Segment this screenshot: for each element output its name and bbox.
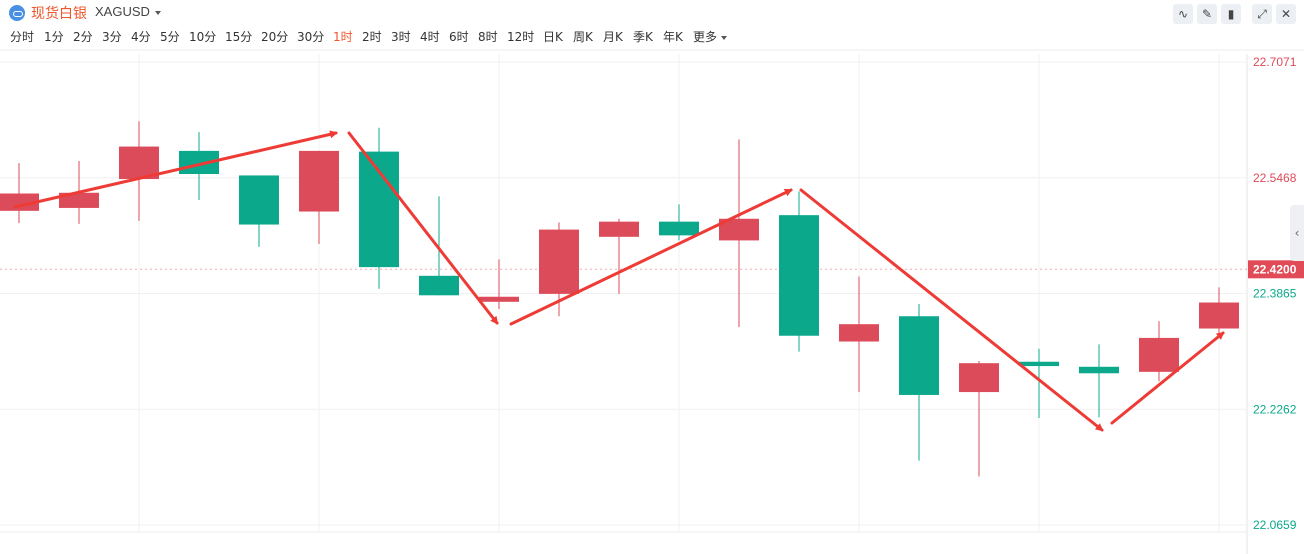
y-tick-label: 22.2262	[1253, 402, 1297, 416]
period-月K[interactable]: 月K	[603, 30, 623, 44]
line-tool-icon[interactable]: ∿	[1173, 4, 1193, 24]
period-季K[interactable]: 季K	[633, 30, 653, 44]
candle-down	[899, 316, 939, 395]
period-30分[interactable]: 30分	[297, 30, 325, 44]
instrument-name[interactable]: 现货白银	[31, 6, 87, 22]
y-tick-label: 22.7071	[1253, 55, 1297, 69]
candle-down	[239, 175, 279, 225]
candle-up	[599, 221, 639, 237]
period-4分[interactable]: 4分	[131, 30, 151, 44]
silver-logo-icon	[9, 5, 25, 21]
candle-up	[479, 296, 519, 302]
candle-down	[659, 221, 699, 236]
draw-tool-icon[interactable]: ✎	[1197, 4, 1217, 24]
trend-arrow-down	[799, 188, 1104, 432]
candle-up	[539, 229, 579, 294]
trend-arrow-up	[509, 188, 793, 326]
period-10分[interactable]: 10分	[189, 30, 217, 44]
candle-up	[1199, 302, 1239, 329]
current-price-label: 22.4200	[1253, 262, 1297, 276]
period-更多[interactable]: 更多	[693, 30, 718, 44]
y-tick-label: 22.3865	[1253, 287, 1297, 301]
current-price-badge	[1248, 260, 1304, 279]
trend-arrow-up	[13, 130, 338, 209]
instrument-symbol[interactable]: XAGUSD	[95, 4, 150, 19]
period-3分[interactable]: 3分	[102, 30, 122, 44]
period-分时[interactable]: 分时	[10, 30, 35, 44]
period-周K[interactable]: 周K	[573, 30, 593, 44]
candle-down	[359, 151, 399, 268]
period-1时[interactable]: 1时	[333, 30, 353, 44]
period-日K[interactable]: 日K	[543, 30, 563, 44]
candle-type-icon[interactable]: ▮	[1221, 4, 1241, 24]
candle-down	[1079, 366, 1119, 374]
period-年K[interactable]: 年K	[663, 30, 683, 44]
candle-up	[119, 146, 159, 180]
period-15分[interactable]: 15分	[225, 30, 253, 44]
chevron-down-icon[interactable]	[155, 11, 161, 15]
candle-down	[419, 275, 459, 296]
period-2时[interactable]: 2时	[362, 30, 382, 44]
expand-icon[interactable]: ⤢	[1252, 4, 1272, 24]
candle-up	[839, 324, 879, 342]
trend-arrow-down	[347, 131, 499, 325]
collapse-panel-icon[interactable]: ‹	[1290, 205, 1304, 261]
close-icon[interactable]: ✕	[1276, 4, 1296, 24]
candle-up	[719, 218, 759, 241]
candle-up	[959, 363, 999, 393]
candle-up	[59, 192, 99, 208]
more-chevron-down-icon[interactable]	[721, 36, 727, 40]
chart-header: 现货白银 XAGUSD ∿ ✎ ▮ ⤢ ✕	[0, 0, 1304, 26]
period-6时[interactable]: 6时	[449, 30, 469, 44]
y-tick-label: 22.0659	[1253, 518, 1297, 532]
period-12时[interactable]: 12时	[507, 30, 535, 44]
period-8时[interactable]: 8时	[478, 30, 498, 44]
period-1分[interactable]: 1分	[44, 30, 64, 44]
trend-arrow-up	[1110, 331, 1225, 425]
period-4时[interactable]: 4时	[420, 30, 440, 44]
candle-up	[1139, 337, 1179, 372]
period-5分[interactable]: 5分	[160, 30, 180, 44]
period-3时[interactable]: 3时	[391, 30, 411, 44]
y-tick-label: 22.5468	[1253, 171, 1297, 185]
period-20分[interactable]: 20分	[261, 30, 289, 44]
candle-down	[779, 215, 819, 336]
candle-down	[1019, 361, 1059, 367]
candle-up	[299, 150, 339, 212]
period-2分[interactable]: 2分	[73, 30, 93, 44]
candle-up	[0, 193, 39, 211]
period-selector: 分时 1分 2分 3分 4分 5分 10分 15分 20分 30分 1时 2时 3时 4时 6时 8时 12时日…	[0, 26, 1304, 46]
